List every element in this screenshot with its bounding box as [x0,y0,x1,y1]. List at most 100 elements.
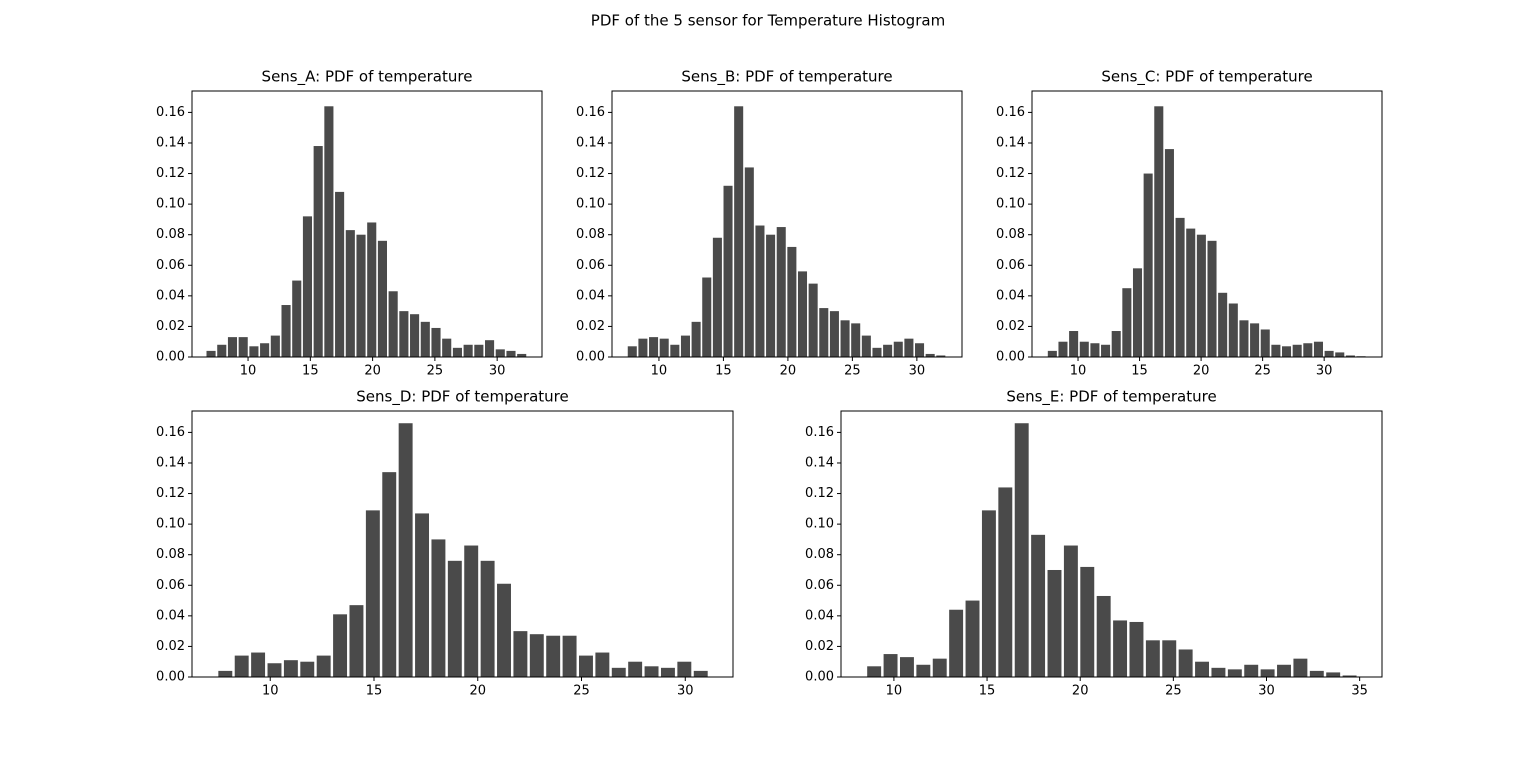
bar [883,344,893,357]
bar [776,227,786,357]
bar [415,513,430,677]
bar [485,340,495,357]
bar [474,344,484,357]
bar [1154,106,1164,357]
bar [1058,341,1068,357]
bar [1313,341,1323,357]
bar [1122,288,1132,357]
bar [546,635,561,677]
bar [1175,217,1185,357]
bar [1309,670,1324,677]
bar [267,663,282,677]
bar [1143,173,1153,357]
bar [388,291,398,357]
bar [452,347,462,357]
bar [1303,343,1313,357]
x-tick-label: 10 [1070,364,1087,379]
bar [398,423,413,677]
bar [734,106,744,357]
bar [1335,352,1345,357]
bar [829,311,839,357]
y-tick-label: 0.02 [805,639,834,654]
y-tick-label: 0.16 [576,105,605,120]
bar [506,350,516,357]
x-tick-label: 20 [364,364,381,379]
y-tick-label: 0.06 [996,258,1025,273]
x-tick-label: 20 [1072,684,1089,699]
bar [480,560,495,677]
bar [1196,234,1206,357]
bar [356,234,366,357]
bar [345,230,355,357]
axes-frame [191,90,543,358]
bar [744,167,754,357]
bar [998,487,1013,677]
x-tick-label: 10 [240,364,257,379]
bar [302,216,313,357]
bar [1277,664,1291,677]
bar [787,246,797,357]
bar [1250,323,1260,357]
x-tick-label: 10 [886,684,903,699]
axes-frame [1031,90,1383,358]
bar [1132,268,1143,357]
bar [861,335,871,357]
bar [1239,320,1249,357]
axes-frame [191,410,734,678]
x-tick-label: 15 [366,684,383,699]
bar [349,605,364,677]
bar [283,660,298,677]
bar [1063,545,1078,677]
y-tick-label: 0.00 [996,350,1025,365]
bar [335,191,345,357]
y-tick-label: 0.14 [805,455,834,470]
bar [649,337,659,357]
bar [1145,640,1160,677]
bar [925,353,935,357]
bar [1195,661,1210,677]
bar [270,335,280,357]
bar [693,670,708,677]
bar [1069,331,1079,357]
y-tick-label: 0.02 [156,319,185,334]
bar [766,234,776,357]
bar [1047,350,1057,357]
y-tick-label: 0.06 [805,578,834,593]
y-tick-label: 0.14 [576,135,605,150]
bar [497,583,511,677]
y-tick-label: 0.06 [156,258,185,273]
bar [915,343,925,357]
y-tick-label: 0.04 [156,288,185,303]
y-tick-label: 0.16 [805,425,834,440]
bar [872,347,882,357]
bar [1129,621,1144,677]
y-tick-label: 0.10 [805,517,834,532]
bar [660,667,675,677]
bar [324,106,334,357]
bar [249,346,259,357]
x-tick-label: 20 [1193,364,1210,379]
bar [712,237,722,357]
y-tick-label: 0.08 [156,227,185,242]
bar [819,308,829,357]
bar [1211,667,1226,677]
bar [517,353,527,357]
bar [1080,566,1095,677]
y-tick-label: 0.04 [576,288,605,303]
bar [377,240,387,357]
x-tick-label: 25 [1254,364,1271,379]
x-tick-label: 30 [489,364,506,379]
y-tick-label: 0.08 [805,547,834,562]
bar [1260,329,1270,357]
bar [234,655,249,677]
subplot-title: Sens_A: PDF of temperature [262,68,473,87]
y-tick-label: 0.16 [996,105,1025,120]
bar [1207,240,1217,357]
y-tick-label: 0.12 [576,166,605,181]
y-tick-label: 0.10 [156,197,185,212]
bar [644,666,659,677]
bar [1282,346,1292,357]
y-tick-label: 0.08 [996,227,1025,242]
bar [218,670,233,677]
